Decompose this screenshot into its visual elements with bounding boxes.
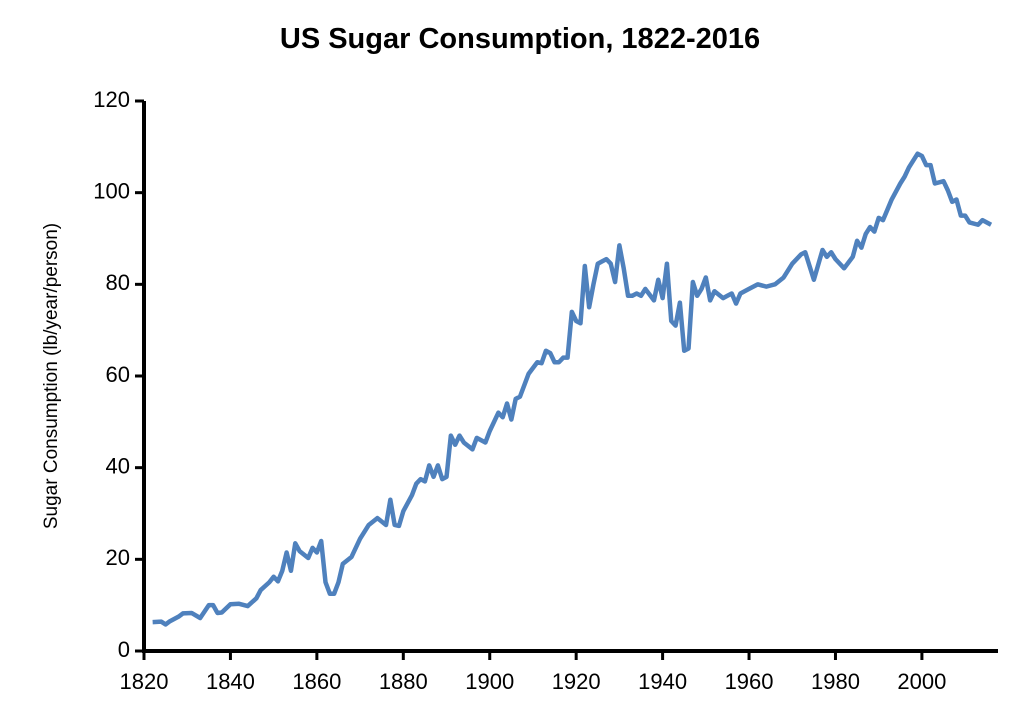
x-tick-label: 1880 (379, 669, 428, 694)
x-tick-label: 1960 (725, 669, 774, 694)
x-tick-label: 2000 (897, 669, 946, 694)
x-tick-label: 1860 (292, 669, 341, 694)
x-tick-label: 1900 (465, 669, 514, 694)
x-tick-label: 1940 (638, 669, 687, 694)
y-tick-label: 60 (106, 362, 130, 387)
y-tick-label: 80 (106, 270, 130, 295)
y-tick-label: 100 (93, 178, 130, 203)
y-tick-label: 20 (106, 545, 130, 570)
y-tick-label: 40 (106, 453, 130, 478)
x-tick-label: 1920 (552, 669, 601, 694)
data-line (152, 151, 993, 627)
x-tick-label: 1820 (120, 669, 169, 694)
chart-title: US Sugar Consumption, 1822-2016 (280, 23, 760, 55)
x-tick-label: 1840 (206, 669, 255, 694)
y-tick-label: 120 (93, 87, 130, 112)
y-tick-label: 0 (118, 637, 130, 662)
x-tick-label: 1980 (811, 669, 860, 694)
y-axis-label: Sugar Consumption (lb/year/person) (41, 223, 62, 529)
